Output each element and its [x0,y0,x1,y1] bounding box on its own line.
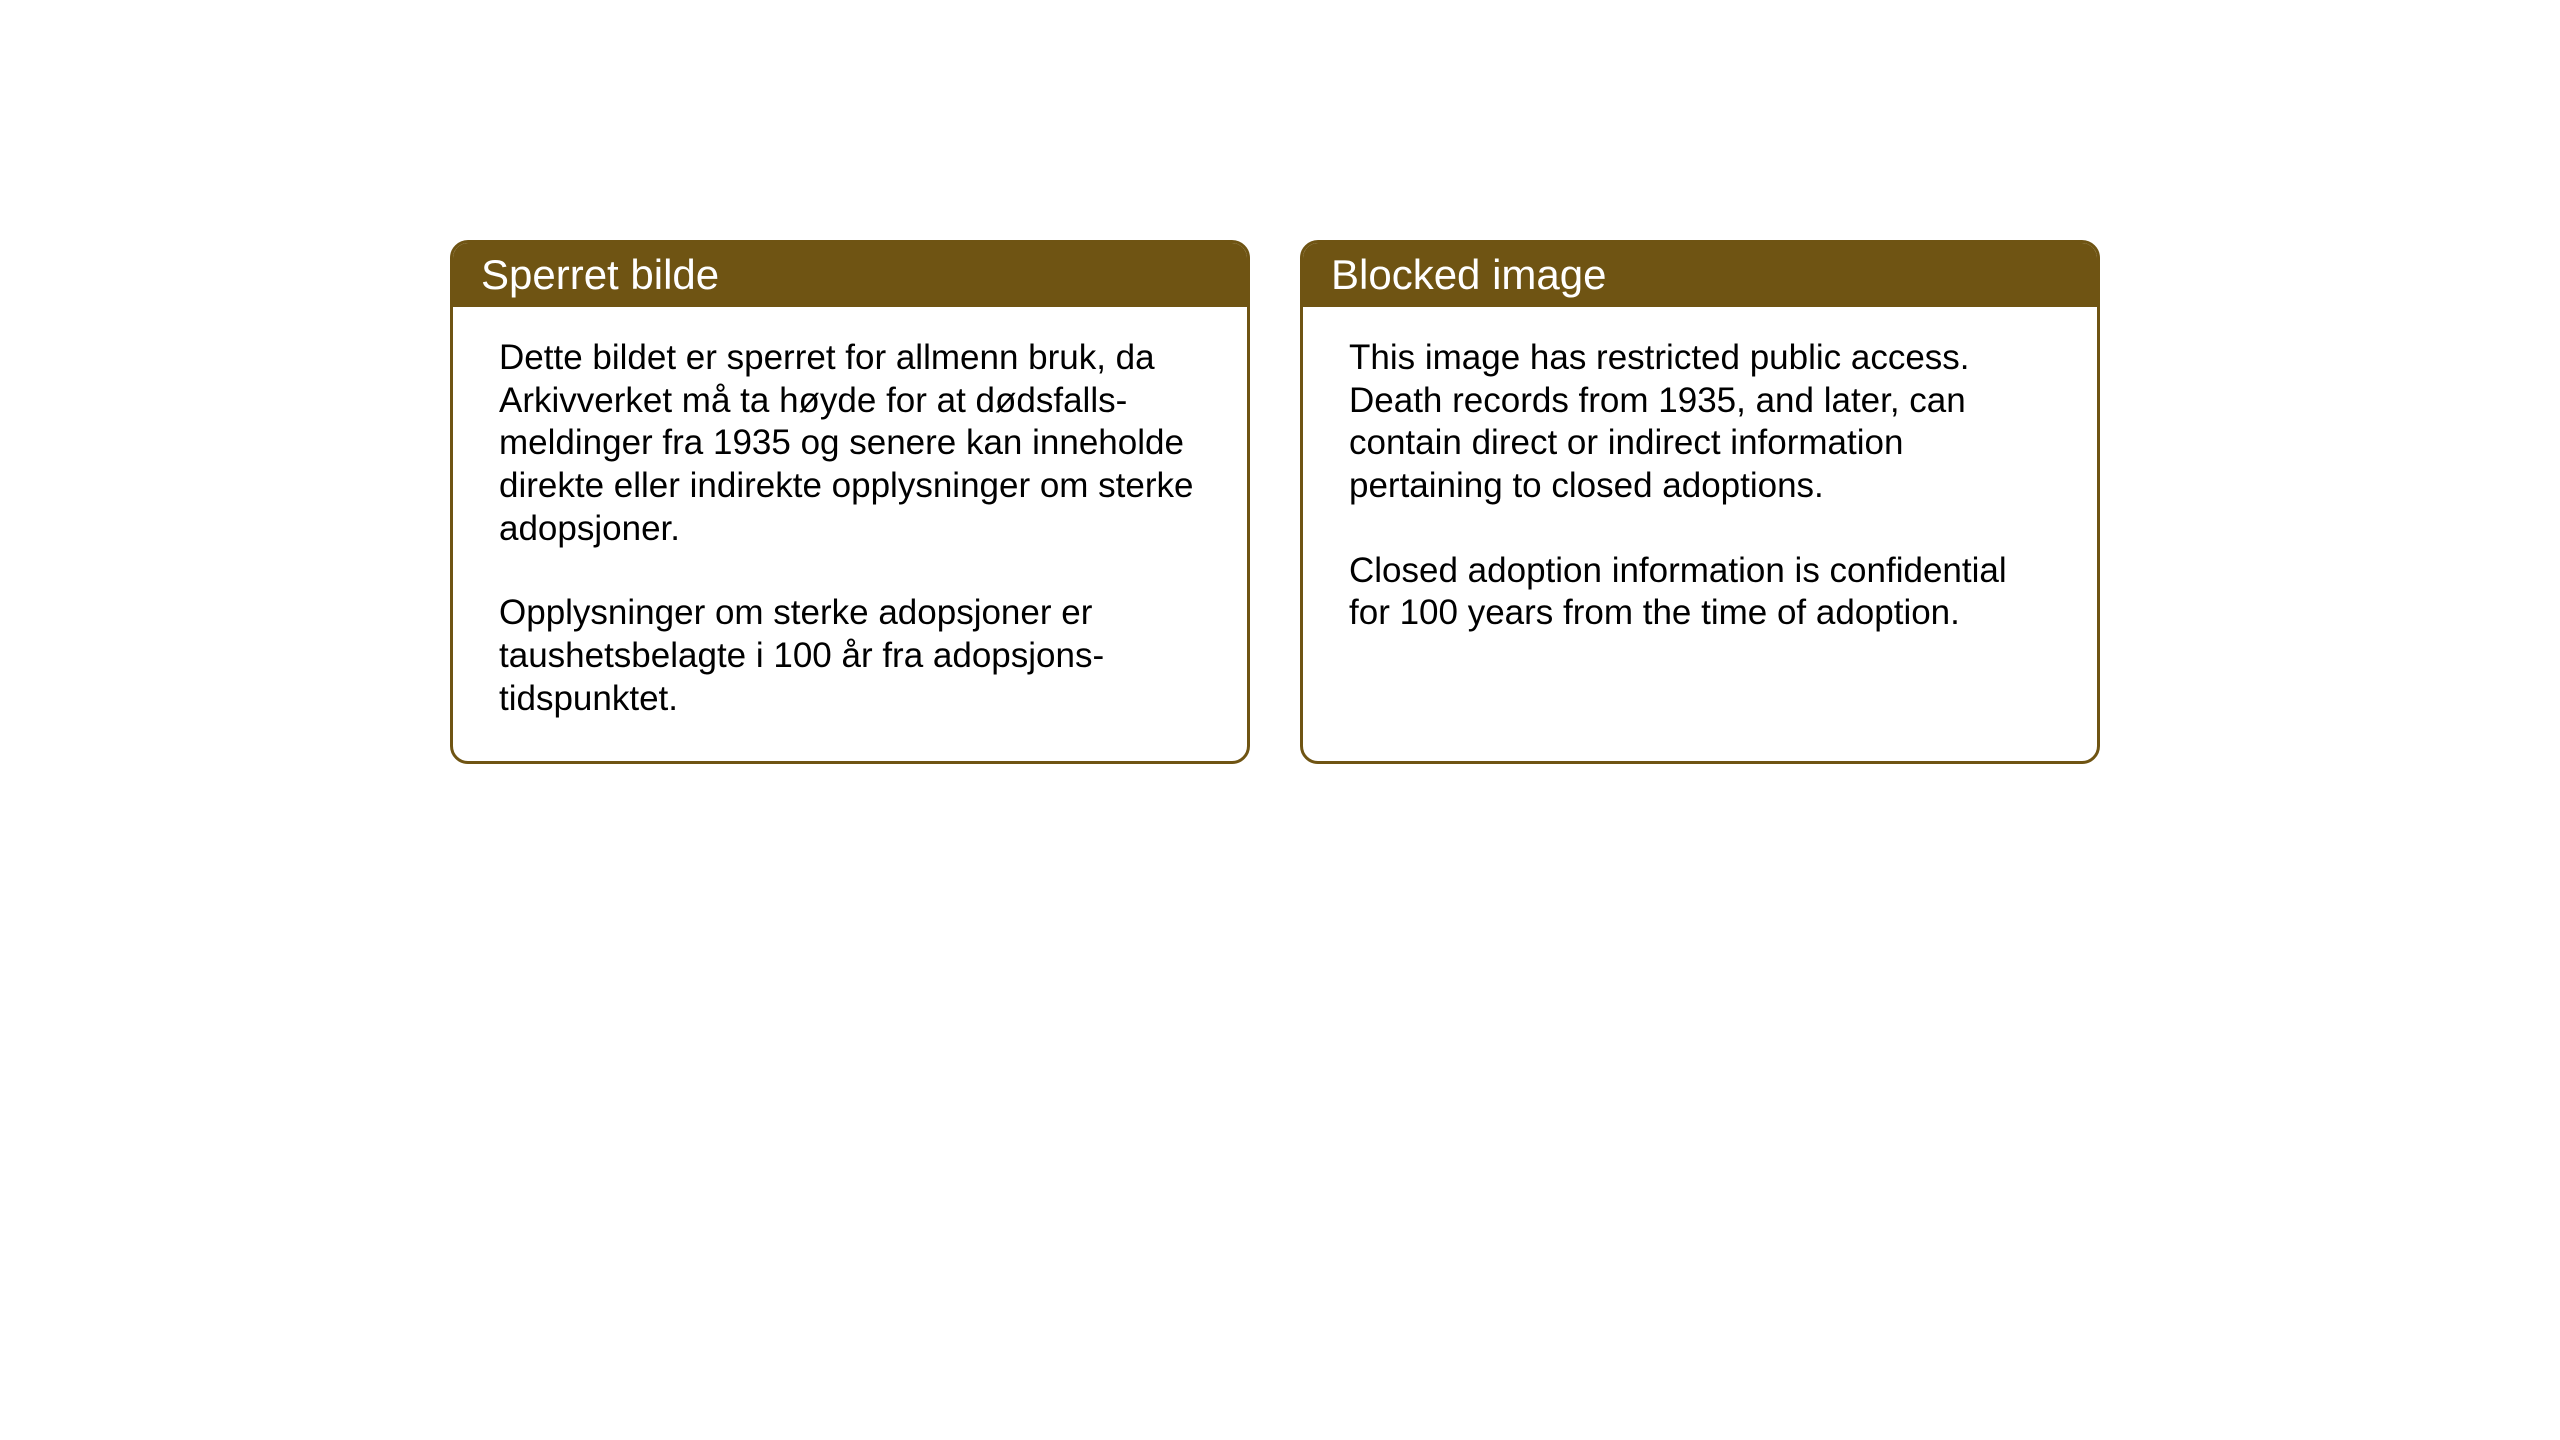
norwegian-para-2: Opplysninger om sterke adopsjoner er tau… [499,592,1201,720]
norwegian-card-body: Dette bildet er sperret for allmenn bruk… [453,307,1247,761]
norwegian-card: Sperret bilde Dette bildet er sperret fo… [450,240,1250,764]
norwegian-card-title: Sperret bilde [453,243,1247,307]
english-para-1: This image has restricted public access.… [1349,337,2051,508]
english-card: Blocked image This image has restricted … [1300,240,2100,764]
english-para-2: Closed adoption information is confident… [1349,550,2051,635]
cards-container: Sperret bilde Dette bildet er sperret fo… [0,0,2560,764]
english-card-title: Blocked image [1303,243,2097,307]
norwegian-para-1: Dette bildet er sperret for allmenn bruk… [499,337,1201,550]
english-card-body: This image has restricted public access.… [1303,307,2097,747]
